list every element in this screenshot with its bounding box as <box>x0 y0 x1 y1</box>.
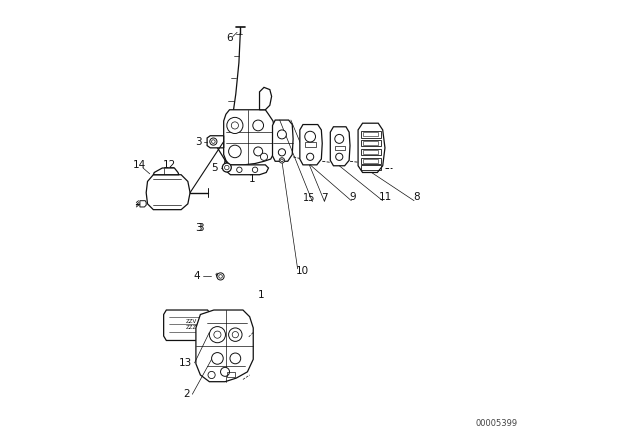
Circle shape <box>307 153 314 160</box>
Text: 8: 8 <box>413 192 420 202</box>
Text: 14: 14 <box>133 160 147 170</box>
Polygon shape <box>146 175 190 210</box>
Circle shape <box>335 134 344 143</box>
Circle shape <box>279 158 285 163</box>
Circle shape <box>228 328 242 341</box>
Circle shape <box>280 159 284 162</box>
Circle shape <box>221 367 230 376</box>
Text: 3: 3 <box>195 138 202 147</box>
Bar <box>305 142 316 147</box>
Polygon shape <box>140 201 146 207</box>
Circle shape <box>212 140 215 143</box>
Text: 9: 9 <box>350 192 356 202</box>
Polygon shape <box>330 127 350 166</box>
Bar <box>364 159 378 163</box>
Circle shape <box>219 275 222 278</box>
Text: 7: 7 <box>321 193 328 203</box>
Bar <box>361 140 381 146</box>
Polygon shape <box>207 136 224 148</box>
Circle shape <box>278 130 287 139</box>
Circle shape <box>237 167 242 172</box>
Bar <box>227 372 236 377</box>
Circle shape <box>230 353 241 364</box>
Bar <box>364 132 378 136</box>
Text: 5: 5 <box>211 163 218 172</box>
Circle shape <box>222 163 231 172</box>
Polygon shape <box>196 310 253 382</box>
Text: ZZV: ZZV <box>186 319 196 324</box>
Circle shape <box>305 131 316 142</box>
Circle shape <box>252 167 258 172</box>
Text: ZZZ: ZZZ <box>186 325 196 331</box>
Circle shape <box>209 327 225 343</box>
Polygon shape <box>164 310 211 340</box>
Text: 00005399: 00005399 <box>476 419 518 428</box>
Polygon shape <box>260 87 271 110</box>
Bar <box>361 158 381 164</box>
Text: 3: 3 <box>198 224 204 233</box>
Bar <box>364 150 378 154</box>
Circle shape <box>232 332 239 338</box>
Circle shape <box>228 145 241 158</box>
Circle shape <box>253 147 262 156</box>
Text: 1: 1 <box>257 290 264 300</box>
Text: 12: 12 <box>163 160 177 170</box>
Polygon shape <box>224 110 275 165</box>
Text: 2: 2 <box>184 389 190 399</box>
Text: 11: 11 <box>380 192 392 202</box>
Bar <box>361 165 381 170</box>
Text: 1: 1 <box>248 174 255 184</box>
Polygon shape <box>300 125 323 165</box>
Text: 6: 6 <box>226 33 233 43</box>
Circle shape <box>212 353 223 364</box>
Bar <box>361 149 381 155</box>
Bar <box>335 146 345 150</box>
Text: 4: 4 <box>194 271 200 281</box>
Text: 15: 15 <box>303 193 316 203</box>
Polygon shape <box>154 168 179 175</box>
Circle shape <box>278 149 285 156</box>
Circle shape <box>253 120 264 131</box>
Polygon shape <box>358 123 385 172</box>
Circle shape <box>217 273 224 280</box>
Text: 10: 10 <box>296 266 309 276</box>
Circle shape <box>227 117 243 134</box>
Polygon shape <box>273 120 293 161</box>
Text: 3: 3 <box>195 224 202 233</box>
Circle shape <box>214 331 221 338</box>
Circle shape <box>231 122 239 129</box>
Polygon shape <box>227 165 269 175</box>
Bar <box>361 131 381 138</box>
Circle shape <box>210 138 217 145</box>
Circle shape <box>260 153 268 160</box>
Bar <box>364 141 378 145</box>
Circle shape <box>225 165 229 170</box>
Circle shape <box>208 371 215 379</box>
Text: 13: 13 <box>179 358 192 368</box>
Circle shape <box>336 153 343 160</box>
